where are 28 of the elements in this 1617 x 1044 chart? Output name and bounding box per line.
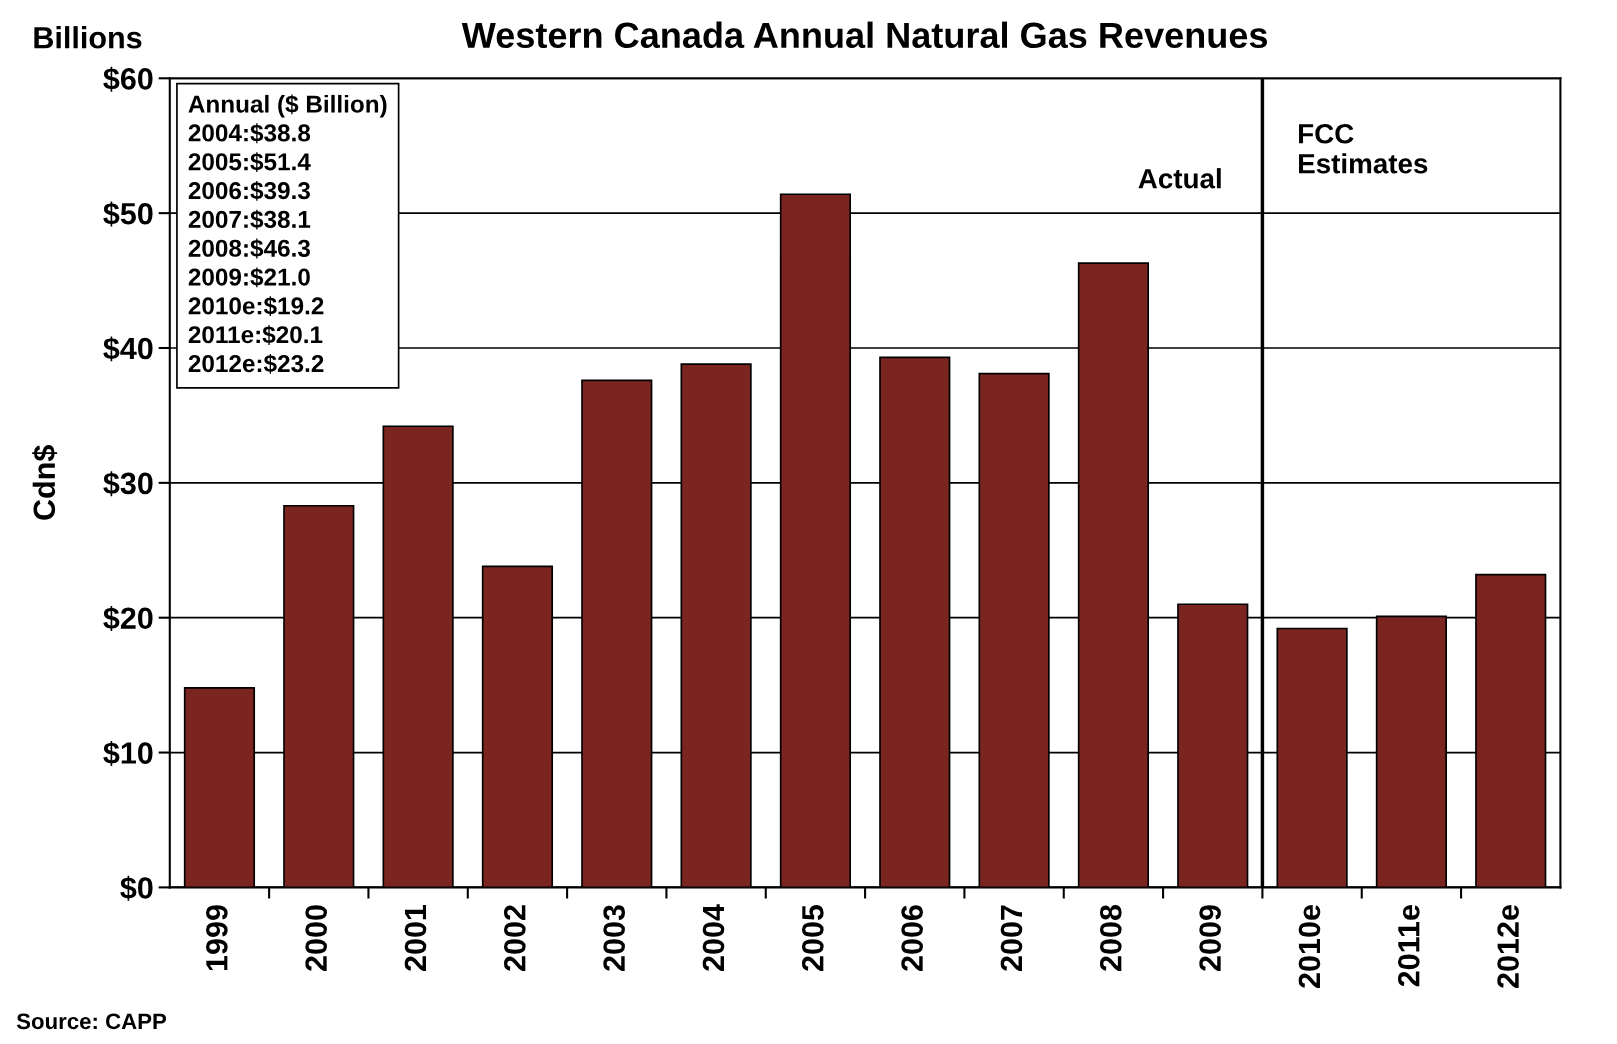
x-tick-label: 2002 <box>504 905 526 971</box>
x-tick-label: 2012e <box>1497 905 1519 988</box>
x-tick-label: 2007 <box>1000 905 1023 971</box>
text: Annual ($ Billion) 2004:$38.8 2005:$51.4 2006:$39.3 2007:$38.1 2008:$46.3 2009:$21.0 2010e:$19.2 2011e:$20.1 2012e:$23.2 <box>188 94 387 374</box>
x-tick-label: 2005 <box>802 904 824 971</box>
y-tick-label: $10 <box>103 740 153 766</box>
y-tick-label: $60 <box>103 66 153 92</box>
x-tick-label: 2010e <box>1298 905 1321 988</box>
y-tick-label: $20 <box>103 606 153 632</box>
chart-title: Western Canada Annual Natural Gas Revenues <box>461 21 1268 49</box>
annotation: Actual <box>1138 168 1221 189</box>
x-tick-label: 1999 <box>206 905 228 971</box>
source-note: Source: CAPP <box>16 1013 167 1030</box>
x-tick-label: 2009 <box>1199 905 1221 971</box>
x-tick-label: 2000 <box>305 905 327 971</box>
y-tick-label: $30 <box>103 471 153 497</box>
annotation: FCC Estimates <box>1299 123 1428 174</box>
x-tick-label: 2003 <box>603 905 626 971</box>
x-tick-label: 2001 <box>404 904 427 971</box>
y-axis-title: Cdn$ <box>32 445 58 520</box>
y-tick-label: $40 <box>103 336 153 362</box>
y-tick-label: $50 <box>103 201 153 227</box>
x-tick-label: 2004 <box>702 904 725 971</box>
x-tick-label: 2006 <box>901 905 923 971</box>
y-tick-label: $0 <box>120 875 153 901</box>
x-tick-label: 2008 <box>1099 905 1122 971</box>
x-tick-label: 2011e <box>1397 905 1420 987</box>
text: Billions <box>34 26 142 49</box>
